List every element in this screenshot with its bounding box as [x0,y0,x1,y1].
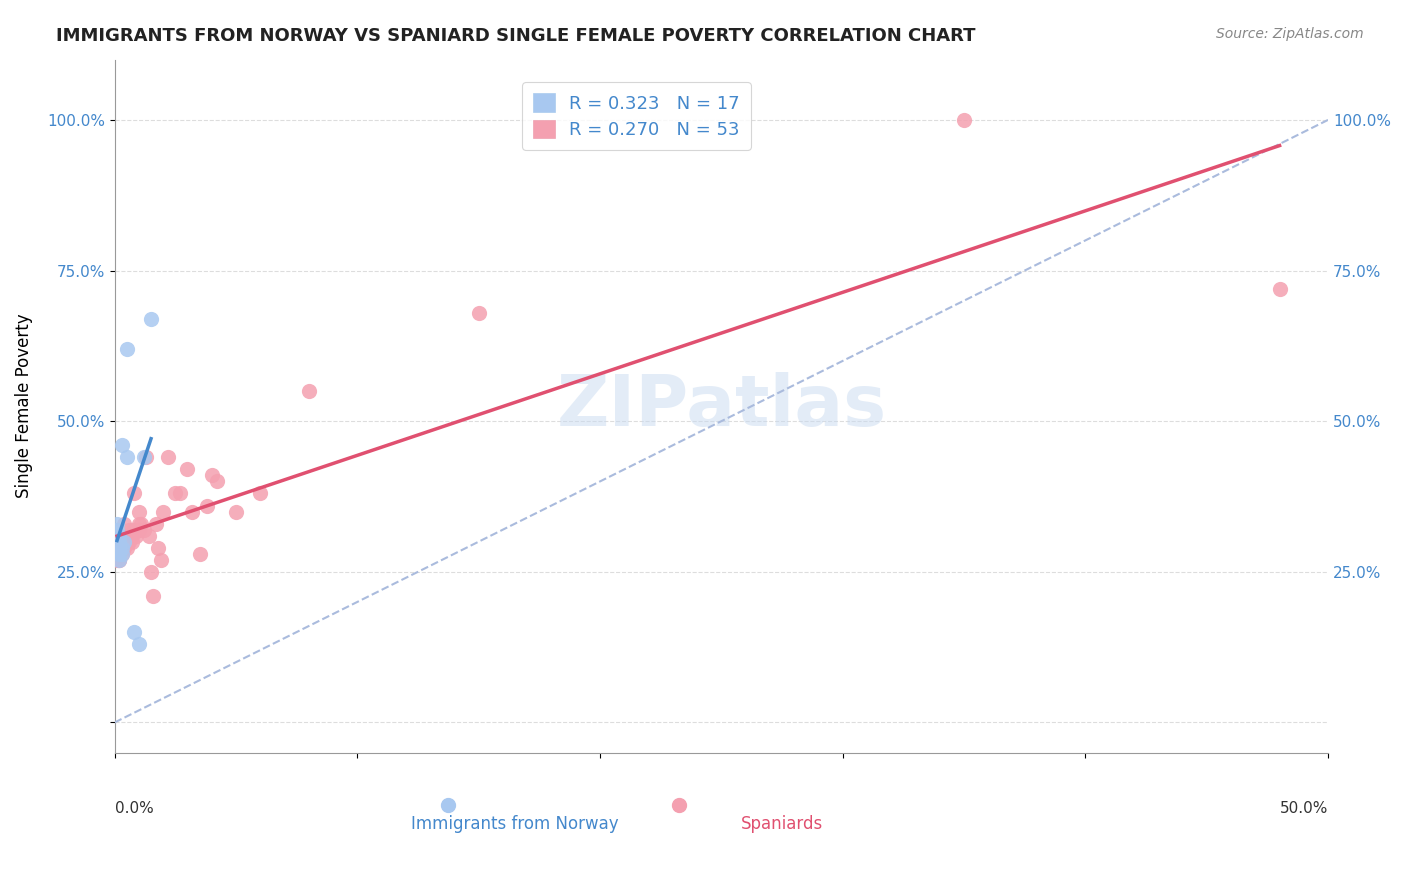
Point [112,516,135,531]
Point [108,534,131,549]
Point [138,529,160,543]
Point [111,534,134,549]
Text: 0.0%: 0.0% [115,801,153,816]
Text: IMMIGRANTS FROM NORWAY VS SPANIARD SINGLE FEMALE POVERTY CORRELATION CHART: IMMIGRANTS FROM NORWAY VS SPANIARD SINGL… [56,27,976,45]
Y-axis label: Single Female Poverty: Single Female Poverty [15,314,32,499]
Point [132,523,155,537]
Point [108,553,131,567]
Point [112,541,135,555]
Point [770,761,793,775]
Text: Source: ZipAtlas.com: Source: ZipAtlas.com [1216,27,1364,41]
Point [128,516,150,531]
Legend: R = 0.323   N = 17, R = 0.270   N = 53: R = 0.323 N = 17, R = 0.270 N = 53 [522,82,751,150]
Text: 50.0%: 50.0% [1279,801,1329,816]
Point [115,541,138,555]
Point [131,516,153,531]
Point [105,553,128,567]
Point [128,504,150,518]
Point [135,450,157,465]
Point [122,486,145,500]
Point [149,553,172,567]
Point [111,547,134,561]
Point [108,553,131,567]
Point [142,589,165,603]
Point [139,311,162,326]
Point [115,342,138,356]
Point [156,450,179,465]
Point [125,529,148,543]
Point [225,504,247,518]
Point [145,516,167,531]
Point [112,534,135,549]
Point [121,529,143,543]
Text: Spaniards: Spaniards [741,815,823,833]
Point [115,450,138,465]
Point [132,450,155,465]
Point [953,112,976,127]
Point [201,468,224,483]
Point [298,384,321,398]
Point [122,625,145,640]
Point [108,547,131,561]
Point [105,523,128,537]
Point [165,486,187,500]
Point [118,534,141,549]
Point [111,541,134,555]
Point [122,523,145,537]
Point [108,534,131,549]
Point [112,534,135,549]
Point [152,504,174,518]
Point [108,529,131,543]
Point [105,547,128,561]
Point [1268,282,1291,296]
Point [112,529,135,543]
Point [467,306,489,320]
Point [105,541,128,555]
Point [176,462,198,476]
Point [148,541,170,555]
Point [115,534,138,549]
Point [105,516,128,531]
Point [108,547,131,561]
Point [105,541,128,555]
Point [108,553,131,567]
Point [1232,761,1254,775]
Text: ZIPatlas: ZIPatlas [557,372,886,441]
Point [115,529,138,543]
Point [205,475,228,489]
Point [169,486,191,500]
Point [188,547,211,561]
Text: Immigrants from Norway: Immigrants from Norway [412,815,619,833]
Point [249,486,271,500]
Point [111,541,134,555]
Point [108,541,131,555]
Point [181,504,204,518]
Point [128,637,150,651]
Point [139,565,162,579]
Point [111,547,134,561]
Point [195,499,218,513]
Point [111,438,134,452]
Point [128,523,150,537]
Point [121,534,143,549]
Point [118,523,141,537]
